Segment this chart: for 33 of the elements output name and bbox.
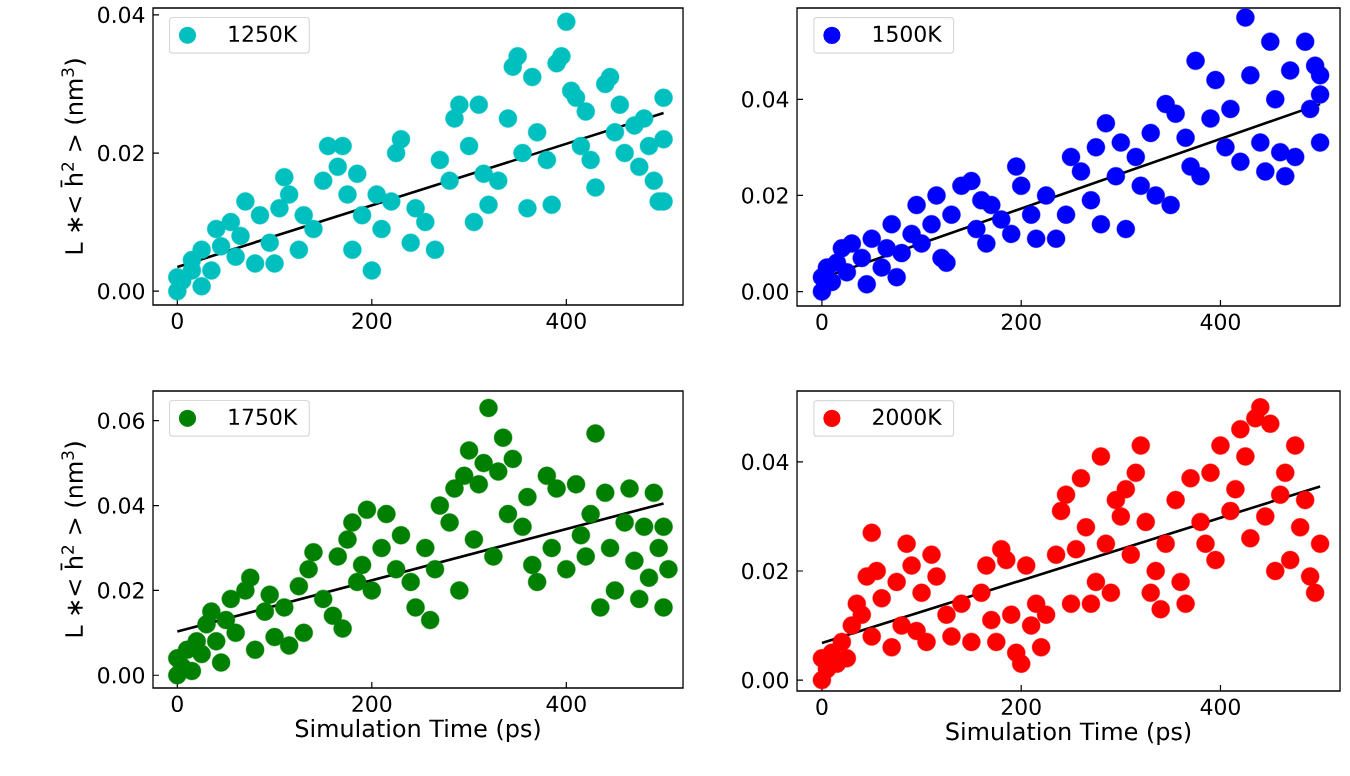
x-tick-label: 400: [546, 695, 586, 713]
y-tick-label: 0.04: [742, 91, 789, 108]
x-tick-label: 400: [1200, 313, 1240, 331]
y-tick-label: 0.00: [742, 283, 789, 300]
y-tick-label: 0.04: [98, 497, 145, 514]
x-axis-title: Simulation Time (ps): [295, 718, 540, 743]
y-tick-label: 0.02: [98, 144, 144, 162]
y-tick-label: 0.00: [98, 282, 145, 300]
x-axis-title: Simulation Time (ps): [946, 721, 1191, 746]
x-tick-label: 200: [1001, 698, 1041, 716]
y-tick-label: 0.02: [742, 187, 788, 204]
x-tick-label: 0: [171, 312, 183, 330]
y-tick-label: 0.02: [98, 582, 144, 599]
y-tick-label: 0.04: [742, 453, 789, 471]
x-tick-label: 400: [1200, 698, 1240, 716]
y-tick-label: 0.04: [98, 6, 145, 24]
legend-label: 1500K: [873, 25, 943, 43]
x-tick-label: 200: [1001, 313, 1041, 331]
legend-label: 2000K: [873, 408, 943, 426]
y-tick-label: 0.02: [742, 562, 788, 580]
x-tick-label: 0: [816, 313, 828, 331]
x-tick-label: 400: [546, 312, 586, 330]
legend-label: 1750K: [229, 408, 298, 426]
x-tick-label: 200: [352, 312, 392, 330]
y-tick-label: 0.00: [98, 666, 145, 684]
x-tick-label: 0: [171, 695, 183, 713]
y-tick-label: 0.06: [98, 412, 145, 429]
legend-label: 1250K: [229, 25, 298, 43]
y-axis-title: L ∗< h̄$^{2}$ > (nm$^{3}$): [60, 442, 86, 637]
y-tick-label: 0.00: [742, 671, 789, 689]
x-tick-label: 0: [816, 698, 828, 716]
y-axis-title: L ∗< h̄$^{2}$ > (nm$^{3}$): [60, 59, 86, 254]
x-tick-label: 200: [352, 695, 392, 713]
